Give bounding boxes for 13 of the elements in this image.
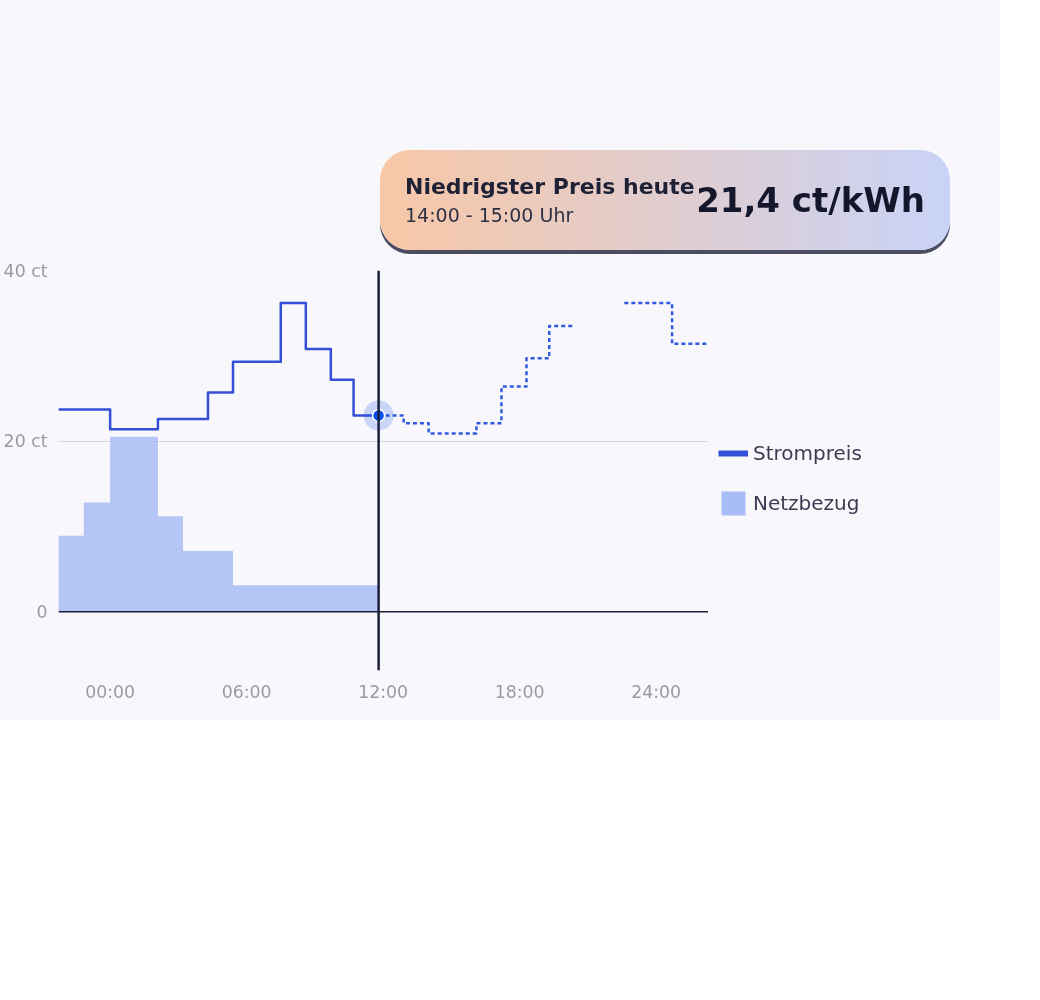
text: 21,4 ct/kWh <box>696 178 925 222</box>
legend-label: Strompreis <box>753 441 862 465</box>
y-tick-label: 20 ct <box>3 431 48 452</box>
x-tick-label: 06:00 <box>221 681 272 702</box>
y-tick-label: 40 ct <box>3 260 48 281</box>
text: 14:00 - 15:00 Uhr <box>405 203 575 229</box>
legend-label: Netzbezug <box>753 491 860 515</box>
text: Niedrigster Preis heute <box>405 172 695 201</box>
x-tick-label: 12:00 <box>358 681 409 702</box>
y-tick-label: 0 <box>36 601 48 622</box>
x-tick-label: 00:00 <box>85 681 136 702</box>
x-tick-label: 24:00 <box>631 681 682 702</box>
x-tick-label: 18:00 <box>494 681 545 702</box>
